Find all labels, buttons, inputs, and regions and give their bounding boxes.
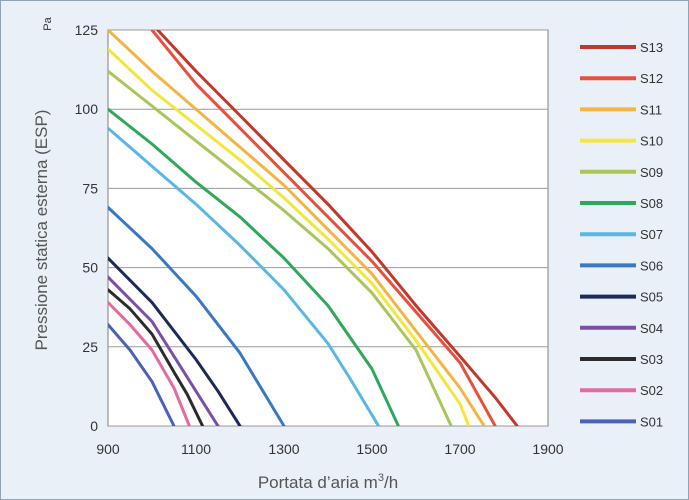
legend: S13 S12 S11 S10 S09 S08 S07 S06 S05 S04 S03 S02 S01 [580, 40, 663, 429]
legend-label-s09: S09 [640, 165, 663, 180]
series-line-s10 [108, 47, 471, 426]
x-tick-label: 1500 [356, 441, 387, 457]
legend-label-s01: S01 [640, 414, 663, 429]
x-tick-label: 1700 [444, 441, 475, 457]
y-tick-label: 100 [75, 101, 99, 117]
series-line-s13 [156, 30, 519, 426]
y-tick-label: 75 [82, 180, 98, 196]
x-tick-label: 1100 [181, 441, 211, 457]
series-line-s06 [108, 205, 286, 426]
y-tick-label: 0 [90, 418, 98, 434]
legend-label-s12: S12 [640, 71, 663, 86]
legend-label-s05: S05 [640, 290, 663, 305]
legend-label-s03: S03 [640, 352, 663, 367]
legend-label-s13: S13 [640, 40, 663, 55]
y-tick-label: 25 [82, 339, 98, 355]
series-line-s09 [108, 69, 453, 426]
series-line-s02 [108, 300, 191, 426]
legend-label-s11: S11 [640, 102, 662, 117]
y-tick-label: 50 [82, 260, 98, 276]
x-tick-label: 1900 [532, 441, 563, 457]
series-line-s05 [108, 256, 242, 426]
series-line-s04 [108, 275, 220, 426]
x-tick-label: 900 [96, 441, 120, 457]
series-line-s08 [108, 107, 400, 426]
legend-label-s02: S02 [640, 383, 663, 398]
series-line-s12 [150, 30, 497, 426]
x-axis-title-tail: /h [384, 473, 398, 492]
grid [108, 29, 548, 427]
x-axis-title-superscript: 3 [378, 472, 384, 484]
series-line-s07 [108, 126, 381, 426]
legend-label-s06: S06 [640, 258, 663, 273]
x-axis-title-main: Portata d’aria m [258, 473, 378, 492]
series-line-s03 [108, 288, 205, 426]
y-tick-labels: 0 25 50 75 100 125 [75, 22, 99, 434]
x-axis-title: Portata d’aria m3/h [258, 472, 398, 492]
series-line-s01 [108, 323, 176, 426]
x-tick-label: 1300 [268, 441, 299, 457]
y-tick-label: 125 [75, 22, 99, 38]
legend-label-s07: S07 [640, 227, 663, 242]
series-lines [108, 30, 519, 426]
series-line-s11 [108, 30, 486, 426]
legend-label-s08: S08 [640, 196, 663, 211]
legend-label-s04: S04 [640, 321, 663, 336]
y-unit-label: Pa [42, 16, 54, 30]
legend-label-s10: S10 [640, 134, 663, 149]
x-tick-labels: 900 1100 1300 1500 1700 1900 [96, 441, 563, 457]
y-axis-title: Pressione statica esterna (ESP) [32, 110, 51, 351]
